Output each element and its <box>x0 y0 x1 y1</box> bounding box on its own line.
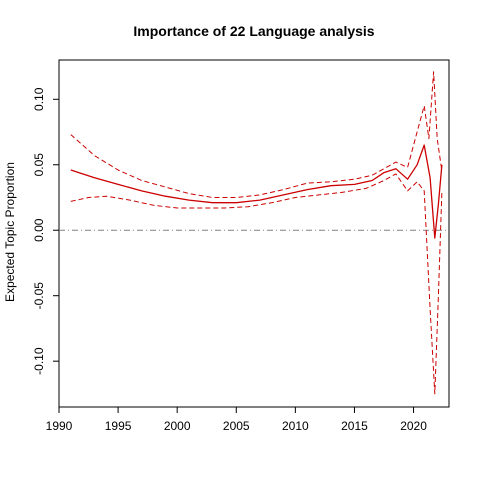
estimate-line <box>70 144 443 239</box>
x-tick-label-1990: 1990 <box>46 419 73 433</box>
x-tick-label-2015: 2015 <box>341 419 368 433</box>
x-tick-label-1995: 1995 <box>105 419 132 433</box>
plot-frame <box>58 59 450 408</box>
y-tick-label-2: 0.00 <box>32 218 46 242</box>
chart-title: Importance of 22 Language analysis <box>133 23 374 39</box>
x-tick-label-2010: 2010 <box>282 419 309 433</box>
lower-ci-line <box>70 173 443 395</box>
y-tick-label-0: -0.10 <box>32 347 46 375</box>
x-tick-label-2020: 2020 <box>400 419 427 433</box>
x-tick-label-2005: 2005 <box>223 419 250 433</box>
y-tick-label-4: 0.10 <box>32 87 46 111</box>
upper-ci-line <box>70 71 443 198</box>
y-tick-label-3: 0.05 <box>32 153 46 177</box>
y-axis-label: Expected Topic Proportion <box>3 162 17 302</box>
y-tick-label-1: -0.05 <box>32 282 46 310</box>
x-tick-label-2000: 2000 <box>164 419 191 433</box>
plot-area: 1990 1995 2000 2005 2010 2015 2020 -0.10 -0.05 0.… <box>32 59 450 433</box>
